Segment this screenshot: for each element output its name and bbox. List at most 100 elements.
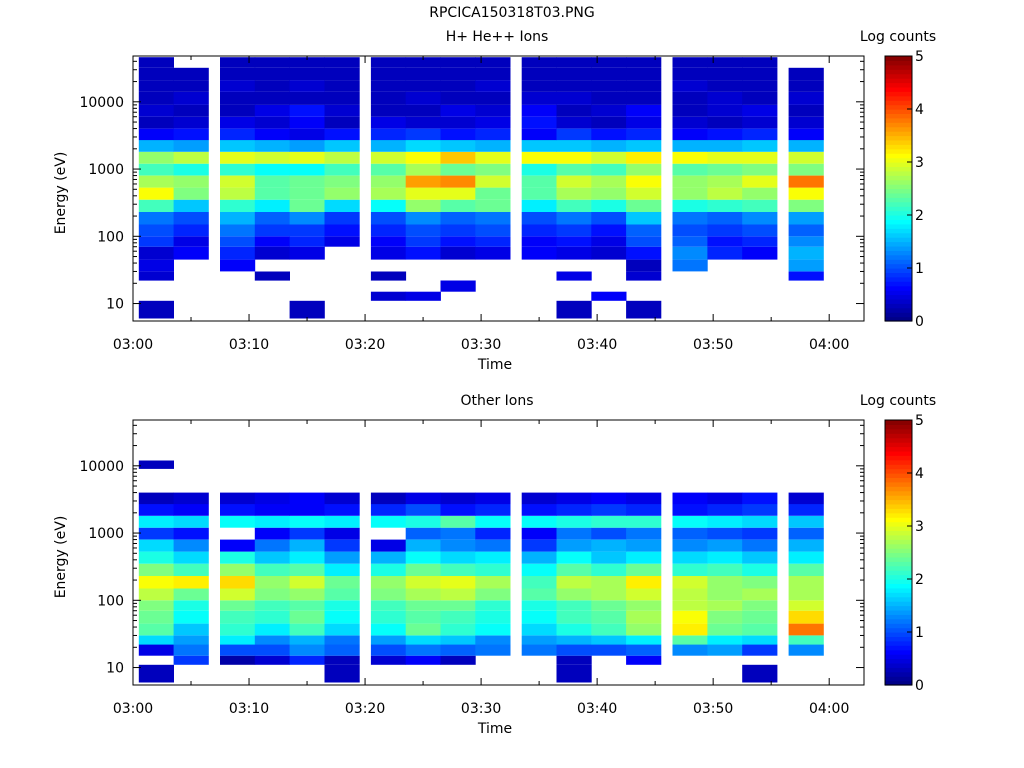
colorbar-segment	[885, 272, 912, 278]
colorbar-segment	[885, 192, 912, 198]
heatmap-cell	[324, 199, 360, 212]
heatmap-cell	[405, 588, 441, 601]
heatmap-cell	[556, 527, 592, 540]
heatmap-cell	[405, 224, 441, 237]
heatmap-cell	[475, 600, 511, 611]
heatmap-cell	[324, 104, 360, 117]
colorbar-segment	[885, 632, 912, 637]
heatmap-cell	[521, 67, 557, 81]
heatmap-cell	[289, 635, 325, 645]
heatmap-cell	[138, 271, 174, 281]
heatmap-cell	[672, 610, 708, 624]
colorbar-segment	[885, 157, 912, 163]
colorbar-segment	[885, 245, 912, 251]
heatmap-cell	[254, 600, 290, 611]
heatmap-cell	[440, 140, 476, 152]
heatmap-cell	[788, 588, 824, 601]
heatmap-cell	[475, 151, 511, 164]
heatmap-cell	[370, 236, 407, 247]
colorbar-segment	[885, 285, 912, 291]
heatmap-cell	[742, 104, 778, 117]
colorbar-segment	[885, 534, 912, 540]
colorbar-segment	[885, 517, 912, 523]
colorbar-segment	[885, 583, 912, 589]
colorbar-segment	[885, 601, 912, 607]
heatmap-cell	[289, 246, 325, 260]
heatmap-cell	[324, 588, 360, 601]
heatmap-cell	[138, 300, 174, 319]
heatmap-cell	[556, 664, 592, 683]
heatmap-cell	[556, 539, 592, 552]
heatmap-cell	[672, 515, 708, 528]
heatmap-cell	[173, 563, 209, 576]
heatmap-cell	[405, 655, 441, 665]
x-tick-label: 04:00	[809, 337, 849, 353]
heatmap-cell	[254, 80, 290, 92]
y-tick-label: 100	[97, 593, 124, 609]
heatmap-cell	[626, 80, 662, 92]
heatmap-cell	[707, 504, 743, 516]
heatmap-cell	[742, 610, 778, 624]
colorbar-segment	[885, 170, 912, 176]
heatmap-cell	[707, 246, 743, 260]
heatmap-cell	[220, 199, 256, 212]
colorbar-tick-label: 4	[915, 102, 924, 118]
colorbar-segment	[885, 499, 912, 505]
heatmap-cell	[254, 187, 290, 200]
plot-title: H+ He++ Ions	[445, 29, 549, 45]
heatmap-cell	[742, 163, 778, 176]
heatmap-cell	[138, 151, 174, 164]
heatmap-cell	[440, 199, 476, 212]
heatmap-cell	[742, 576, 778, 589]
heatmap-cell	[405, 635, 441, 645]
heatmap-cell	[405, 623, 441, 636]
heatmap-cell	[220, 551, 256, 564]
heatmap-cell	[742, 635, 778, 645]
heatmap-cell	[289, 163, 325, 176]
heatmap-cell	[626, 515, 662, 528]
heatmap-cell	[707, 128, 743, 141]
heatmap-cell	[521, 92, 557, 105]
heatmap-cell	[138, 600, 174, 611]
heatmap-cell	[788, 539, 824, 552]
heatmap-cell	[440, 128, 476, 141]
heatmap-cell	[475, 187, 511, 200]
heatmap-cell	[440, 623, 476, 636]
colorbar-tick-label: 0	[915, 314, 924, 330]
colorbar-segment	[885, 680, 912, 686]
heatmap-cell	[707, 67, 743, 81]
heatmap-cell	[742, 246, 778, 260]
heatmap-cell	[405, 504, 441, 516]
heatmap-cell	[138, 551, 174, 564]
heatmap-cell	[556, 199, 592, 212]
heatmap-cell	[289, 104, 325, 117]
heatmap-cell	[138, 563, 174, 576]
heatmap-cell	[254, 610, 290, 624]
colorbar-segment	[885, 614, 912, 620]
colorbar-segment	[885, 605, 912, 611]
heatmap-cell	[591, 563, 627, 576]
colorbar-segment	[885, 237, 912, 243]
heatmap-cell	[475, 104, 511, 117]
heatmap-cell	[556, 128, 592, 141]
colorbar-segment	[885, 312, 912, 318]
heatmap-cell	[475, 563, 511, 576]
colorbar-segment	[885, 521, 912, 527]
heatmap-cell	[672, 187, 708, 200]
heatmap-cell	[475, 163, 511, 176]
heatmap-cell	[788, 644, 824, 656]
heatmap-cell	[440, 563, 476, 576]
colorbar-segment	[885, 587, 912, 593]
heatmap-cell	[220, 67, 256, 81]
heatmap-cell	[742, 80, 778, 92]
colorbar-segment	[885, 184, 912, 190]
heatmap-cell	[289, 57, 325, 68]
heatmap-cell	[707, 80, 743, 92]
heatmap-cell	[324, 551, 360, 564]
colorbar-segment	[885, 428, 912, 434]
heatmap-cell	[370, 175, 407, 188]
colorbar-tick-label: 3	[915, 155, 924, 171]
heatmap-cell	[370, 92, 407, 105]
colorbar-tick-label: 1	[915, 625, 924, 641]
heatmap-cell	[324, 236, 360, 247]
